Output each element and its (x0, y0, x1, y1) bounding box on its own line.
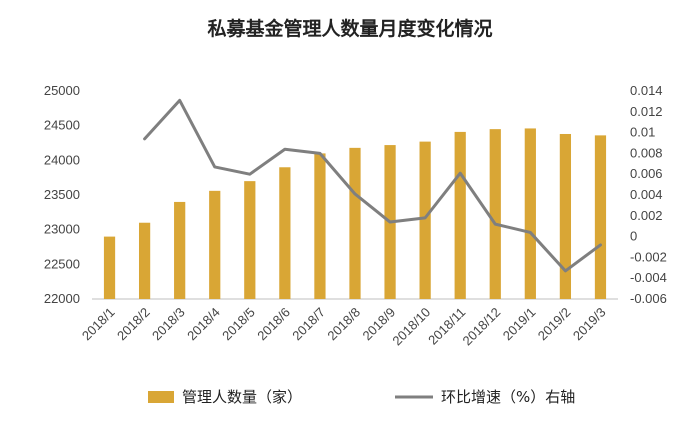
right-tick-label: 0.006 (630, 166, 663, 181)
x-tick-label: 2018/1 (79, 305, 118, 344)
bar (524, 128, 536, 299)
bar (103, 236, 116, 299)
bar (559, 133, 572, 299)
bar (349, 147, 361, 299)
right-tick-label: -0.002 (630, 249, 667, 264)
legend-label-bars: 管理人数量（家） (182, 388, 302, 406)
left-axis: 22000 22500 23000 23500 24000 24500 25000 (44, 83, 80, 306)
bar (209, 190, 221, 299)
right-tick-label: 0.008 (630, 145, 663, 160)
right-tick-label: -0.004 (630, 270, 667, 285)
bar (419, 141, 431, 299)
legend-swatch-bars (148, 391, 174, 403)
right-tick-label: 0.01 (630, 125, 655, 140)
right-tick-label: -0.006 (630, 291, 667, 306)
right-tick-label: 0 (630, 229, 637, 244)
right-axis: -0.006 -0.004 -0.002 0 0.002 0.004 0.006 0.008 0… (630, 83, 667, 306)
bar (454, 131, 466, 299)
bar-series (103, 128, 607, 299)
bar (279, 167, 291, 299)
x-tick-label: 2019/1 (500, 305, 539, 344)
x-tick-label: 2018/7 (289, 305, 328, 344)
x-tick-label: 2018/2 (114, 305, 153, 344)
left-tick-label: 23500 (44, 187, 80, 202)
left-tick-label: 22500 (44, 256, 80, 271)
right-tick-label: 0.004 (630, 187, 663, 202)
x-tick-label: 2018/3 (149, 305, 188, 344)
right-tick-label: 0.014 (630, 83, 663, 98)
left-tick-label: 24500 (44, 118, 80, 133)
legend: 管理人数量（家） 环比增速（%）右轴 (148, 388, 575, 406)
left-tick-label: 23000 (44, 222, 80, 237)
x-tick-label: 2018/6 (254, 305, 293, 344)
bar (594, 135, 607, 299)
x-tick-label: 2018/10 (389, 305, 433, 349)
x-tick-label: 2018/4 (184, 305, 223, 344)
x-tick-label: 2018/5 (219, 305, 258, 344)
x-tick-label: 2018/8 (324, 305, 363, 344)
left-tick-label: 22000 (44, 291, 80, 306)
right-tick-label: 0.002 (630, 208, 663, 223)
bar (244, 181, 256, 299)
bar (489, 129, 501, 299)
x-tick-label: 2019/2 (535, 305, 574, 344)
x-tick-label: 2019/3 (570, 305, 609, 344)
bar (314, 153, 326, 299)
bar (138, 222, 151, 299)
x-tick-label: 2018/12 (460, 305, 504, 349)
growth-line (143, 98, 602, 273)
chart-title: 私募基金管理人数量月度变化情况 (207, 18, 493, 40)
left-tick-label: 24000 (44, 152, 80, 167)
left-tick-label: 25000 (44, 83, 80, 98)
right-tick-label: 0.012 (630, 104, 663, 119)
bar (174, 201, 186, 299)
line-series (143, 98, 602, 273)
legend-label-line: 环比增速（%）右轴 (441, 388, 575, 406)
x-axis: 2018/12018/22018/32018/42018/52018/62018… (79, 298, 618, 349)
